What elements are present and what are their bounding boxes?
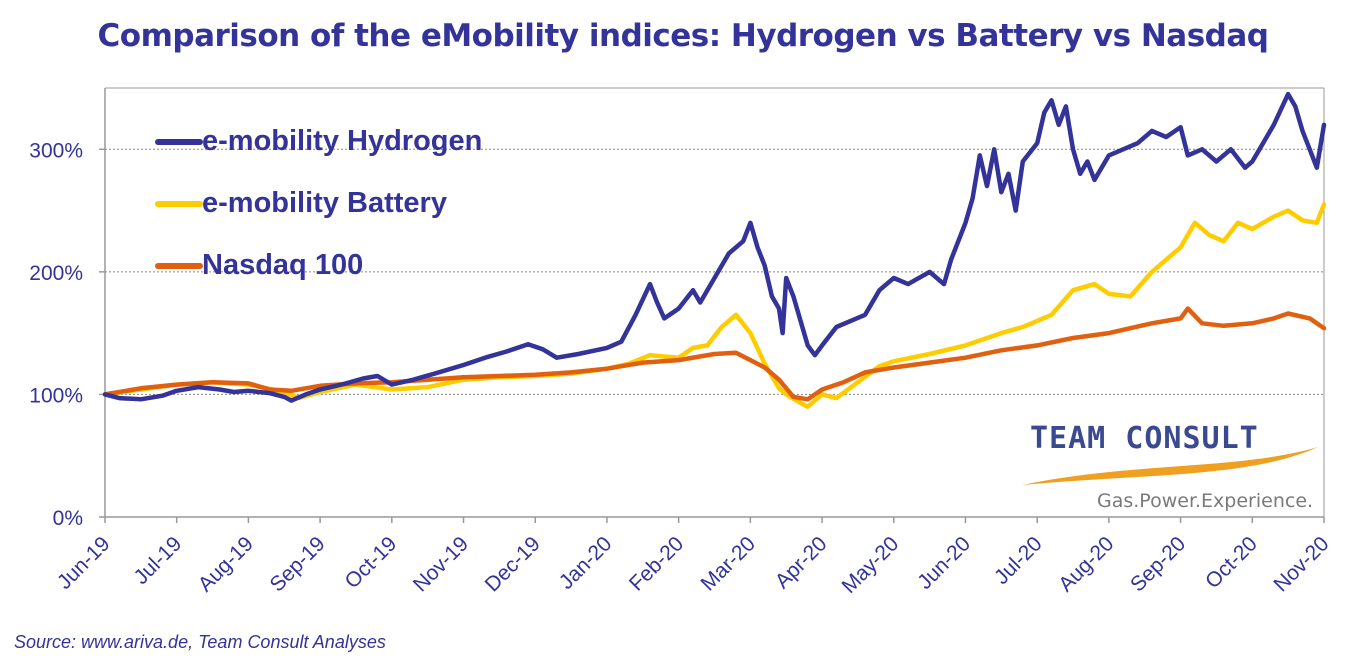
y-tick-label: 300% [29, 139, 83, 162]
legend-label: Nasdaq 100 [202, 249, 363, 281]
x-tick-label: Oct-19 [341, 532, 402, 593]
x-tick-label: May-20 [838, 532, 904, 598]
y-tick-label: 0% [53, 507, 83, 530]
x-tick-label: Jun-20 [913, 532, 975, 594]
series-lines [102, 91, 1327, 409]
x-tick-label: Mar-20 [697, 532, 760, 595]
legend-label: e-mobility Hydrogen [202, 125, 482, 157]
logo-tagline: Gas.Power.Experience. [1097, 490, 1313, 512]
chart-title: Comparison of the eMobility indices: Hyd… [97, 18, 1269, 54]
axes [104, 87, 1325, 518]
series-line-e-mobility-hydrogen [102, 91, 1327, 403]
x-tick-label: Aug-20 [1054, 532, 1118, 596]
x-tick-label: Jul-20 [990, 532, 1047, 589]
x-tick-label: Jan-20 [555, 532, 617, 594]
x-tick-label: Sep-20 [1126, 532, 1190, 596]
x-tick-label: Nov-20 [1269, 532, 1333, 596]
gridlines [105, 148, 1324, 395]
x-tick-label: Aug-19 [194, 532, 258, 596]
x-tick-label: Oct-20 [1201, 532, 1262, 593]
series-line-e-mobility-battery [102, 202, 1327, 409]
x-tick-label: Nov-19 [409, 532, 473, 596]
y-axis-ticks: 0% 100% 200% 300% [29, 139, 105, 530]
legend-label: e-mobility Battery [202, 187, 447, 219]
source-note: Source: www.ariva.de, Team Consult Analy… [14, 632, 386, 652]
x-tick-label: Jun-19 [53, 532, 115, 594]
x-tick-label: Feb-20 [625, 532, 688, 595]
x-tick-label: Apr-20 [771, 532, 832, 593]
team-consult-logo: TEAM CONSULT Gas.Power.Experience. [1022, 421, 1318, 512]
logo-name: TEAM CONSULT [1030, 421, 1259, 456]
series-line-nasdaq-100 [102, 306, 1327, 402]
legend: e-mobility Hydrogen e-mobility Battery Nas… [155, 125, 482, 281]
x-axis-ticks: Jun-19 Jul-19 Aug-19 Sep-19 Oct-19 Nov-19 Dec-… [53, 517, 1334, 598]
logo-swoosh [1022, 447, 1318, 485]
y-tick-label: 200% [29, 262, 83, 285]
y-tick-label: 100% [29, 384, 83, 407]
x-tick-label: Dec-19 [481, 532, 545, 596]
x-tick-label: Jul-19 [130, 532, 187, 589]
x-tick-label: Sep-19 [266, 532, 330, 596]
